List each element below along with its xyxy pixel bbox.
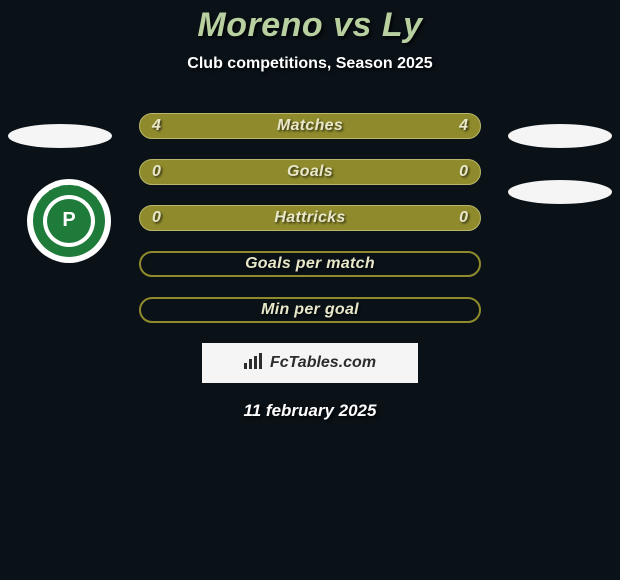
player2-placeholder-icon xyxy=(508,124,612,148)
stat-label: Goals xyxy=(287,163,333,181)
stat-value-left: 0 xyxy=(152,209,161,227)
generation-date: 11 february 2025 xyxy=(0,401,620,421)
stat-row: Min per goal xyxy=(139,297,481,323)
fctables-attribution: FcTables.com xyxy=(202,343,418,383)
stat-label: Goals per match xyxy=(245,255,375,273)
stat-label: Min per goal xyxy=(261,301,359,319)
stat-row: 4 Matches 4 xyxy=(139,113,481,139)
stat-value-left: 4 xyxy=(152,117,161,135)
player1-placeholder-icon xyxy=(8,124,112,148)
page-title: Moreno vs Ly xyxy=(0,6,620,45)
stat-label: Matches xyxy=(277,117,343,135)
stat-row: 0 Goals 0 xyxy=(139,159,481,185)
bar-chart-icon xyxy=(244,353,264,374)
player2-club-placeholder-icon xyxy=(508,180,612,204)
stat-value-right: 4 xyxy=(459,117,468,135)
club-badge-icon: P A L M E I R A S P xyxy=(26,178,112,264)
stat-row: Goals per match xyxy=(139,251,481,277)
comparison-card: Moreno vs Ly Club competitions, Season 2… xyxy=(0,0,620,421)
stat-label: Hattricks xyxy=(274,209,345,227)
page-subtitle: Club competitions, Season 2025 xyxy=(0,55,620,73)
stat-value-left: 0 xyxy=(152,163,161,181)
svg-text:P: P xyxy=(62,209,75,231)
stat-value-right: 0 xyxy=(459,163,468,181)
stat-value-right: 0 xyxy=(459,209,468,227)
stat-row: 0 Hattricks 0 xyxy=(139,205,481,231)
fctables-label: FcTables.com xyxy=(270,354,376,372)
